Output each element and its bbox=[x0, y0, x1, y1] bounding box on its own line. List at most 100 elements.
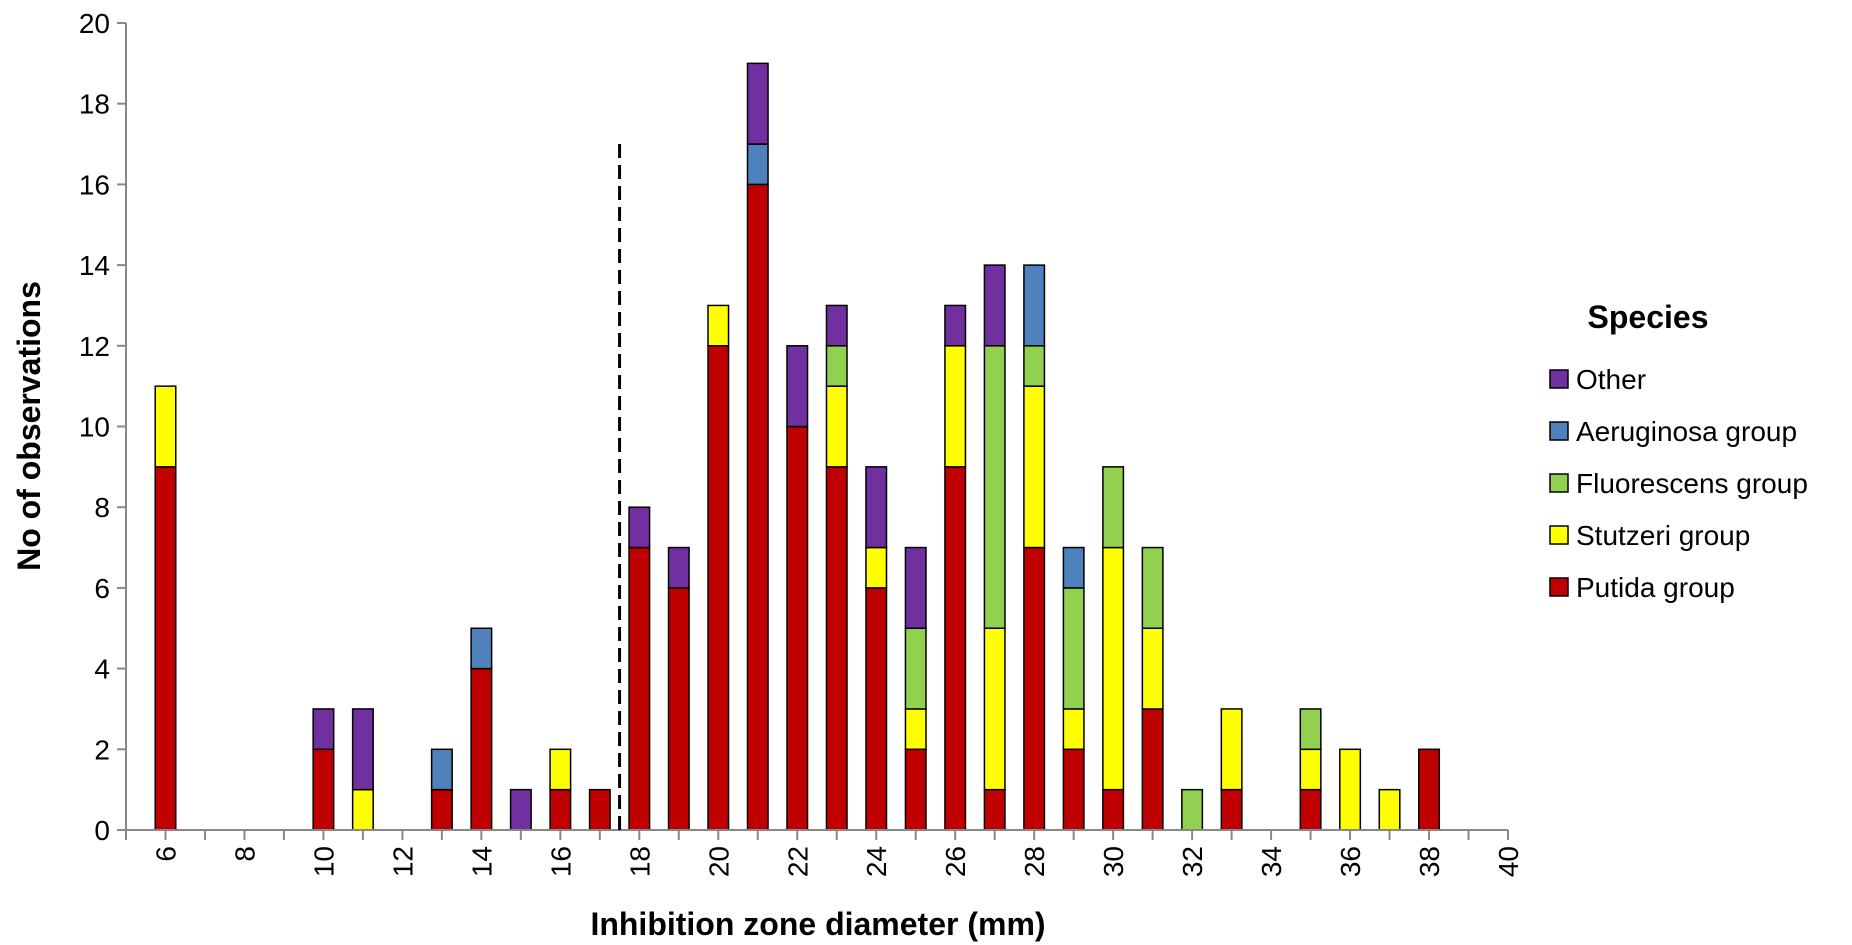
bar-segment-other-x24 bbox=[865, 466, 888, 549]
bar-segment-putida-group-x13 bbox=[430, 788, 453, 831]
bar-segment-stutzeri-group-x33 bbox=[1220, 708, 1243, 791]
bar-segment-putida-group-x18 bbox=[628, 546, 651, 831]
bar-segment-stutzeri-group-x11 bbox=[351, 788, 374, 831]
x-tick-label: 16 bbox=[545, 846, 576, 877]
bar-segment-putida-group-x33 bbox=[1220, 788, 1243, 831]
bar-segment-fluorescens-group-x23 bbox=[825, 345, 848, 387]
legend-swatch-stutzeri-group bbox=[1549, 525, 1569, 545]
bar-segment-aeruginosa-group-x29 bbox=[1062, 546, 1085, 589]
y-tick-label: 2 bbox=[94, 734, 110, 765]
x-tick-label: 40 bbox=[1493, 846, 1524, 877]
y-tick-label: 8 bbox=[94, 492, 110, 523]
bar-segment-stutzeri-group-x26 bbox=[944, 345, 967, 468]
x-axis-title: Inhibition zone diameter (mm) bbox=[590, 906, 1045, 942]
y-tick-label: 6 bbox=[94, 573, 110, 604]
bar-segment-other-x22 bbox=[786, 345, 809, 428]
bar-segment-stutzeri-group-x24 bbox=[865, 546, 888, 589]
bar-segment-other-x23 bbox=[825, 304, 848, 347]
legend-label-other: Other bbox=[1576, 364, 1646, 395]
bar-segment-fluorescens-group-x32 bbox=[1181, 788, 1204, 831]
legend-label-aeruginosa-group: Aeruginosa group bbox=[1576, 416, 1797, 447]
legend-label-stutzeri-group: Stutzeri group bbox=[1576, 520, 1750, 551]
legend-label-putida-group: Putida group bbox=[1576, 572, 1735, 603]
bar-segment-fluorescens-group-x27 bbox=[983, 345, 1006, 629]
bar-segment-other-x25 bbox=[904, 546, 927, 629]
y-tick-label: 0 bbox=[94, 815, 110, 846]
x-tick-label: 28 bbox=[1019, 846, 1050, 877]
bar-segment-putida-group-x21 bbox=[746, 183, 769, 831]
bar-segment-putida-group-x20 bbox=[707, 345, 730, 831]
bar-segment-other-x10 bbox=[312, 708, 335, 751]
legend-swatch-aeruginosa-group bbox=[1549, 421, 1569, 441]
x-tick-label: 12 bbox=[387, 846, 418, 877]
bar-segment-stutzeri-group-x20 bbox=[707, 304, 730, 347]
bar-segment-stutzeri-group-x36 bbox=[1339, 748, 1362, 831]
bar-segment-stutzeri-group-x28 bbox=[1023, 385, 1046, 549]
bar-segment-putida-group-x29 bbox=[1062, 748, 1085, 831]
y-tick-label: 4 bbox=[94, 654, 110, 685]
x-tick-label: 36 bbox=[1335, 846, 1366, 877]
bar-segment-putida-group-x35 bbox=[1299, 788, 1322, 831]
bar-segment-putida-group-x28 bbox=[1023, 546, 1046, 831]
x-tick-label: 22 bbox=[782, 846, 813, 877]
bar-segment-putida-group-x14 bbox=[470, 667, 493, 831]
legend-title: Species bbox=[1588, 299, 1709, 335]
bar-segment-putida-group-x27 bbox=[983, 788, 1006, 831]
bar-segment-other-x15 bbox=[509, 788, 532, 831]
bar-segment-stutzeri-group-x25 bbox=[904, 708, 927, 751]
bar-segment-fluorescens-group-x28 bbox=[1023, 345, 1046, 387]
bar-segment-aeruginosa-group-x14 bbox=[470, 627, 493, 670]
bar-segment-fluorescens-group-x29 bbox=[1062, 587, 1085, 710]
x-tick-label: 26 bbox=[940, 846, 971, 877]
x-tick-label: 24 bbox=[861, 846, 892, 877]
bar-segment-stutzeri-group-x35 bbox=[1299, 748, 1322, 791]
x-tick-label: 20 bbox=[703, 846, 734, 877]
bar-segment-putida-group-x19 bbox=[667, 587, 690, 831]
x-tick-label: 30 bbox=[1098, 846, 1129, 877]
bar-segment-stutzeri-group-x29 bbox=[1062, 708, 1085, 751]
bar-segment-stutzeri-group-x31 bbox=[1141, 627, 1164, 710]
y-tick-label: 16 bbox=[79, 169, 110, 200]
x-tick-label: 10 bbox=[308, 846, 339, 877]
bar-segment-other-x21 bbox=[746, 62, 769, 145]
bar-segment-stutzeri-group-x27 bbox=[983, 627, 1006, 791]
legend-swatch-fluorescens-group bbox=[1549, 473, 1569, 493]
bar-segment-putida-group-x16 bbox=[549, 788, 572, 831]
y-axis-title: No of observations bbox=[11, 281, 47, 571]
bar-segment-putida-group-x23 bbox=[825, 466, 848, 831]
bar-segment-stutzeri-group-x6 bbox=[154, 385, 177, 468]
bar-segment-other-x18 bbox=[628, 506, 651, 549]
bar-segment-putida-group-x31 bbox=[1141, 708, 1164, 831]
bar-segment-stutzeri-group-x37 bbox=[1378, 788, 1401, 831]
legend-swatch-other bbox=[1549, 369, 1569, 389]
x-tick-label: 14 bbox=[466, 846, 497, 877]
bar-segment-stutzeri-group-x23 bbox=[825, 385, 848, 468]
bar-segment-fluorescens-group-x35 bbox=[1299, 708, 1322, 751]
y-tick-label: 20 bbox=[79, 8, 110, 39]
bar-segment-aeruginosa-group-x13 bbox=[430, 748, 453, 791]
bar-segment-other-x26 bbox=[944, 304, 967, 347]
bar-segment-putida-group-x6 bbox=[154, 466, 177, 831]
bar-segment-putida-group-x10 bbox=[312, 748, 335, 831]
y-tick-label: 14 bbox=[79, 250, 110, 281]
x-tick-label: 8 bbox=[229, 846, 260, 862]
bar-segment-stutzeri-group-x30 bbox=[1102, 546, 1125, 791]
legend-swatch-putida-group bbox=[1549, 577, 1569, 597]
bar-segment-fluorescens-group-x25 bbox=[904, 627, 927, 710]
legend-label-fluorescens-group: Fluorescens group bbox=[1576, 468, 1808, 499]
bar-segment-putida-group-x25 bbox=[904, 748, 927, 831]
legend: Species Other Aeruginosa group Fluorescens… bbox=[1549, 299, 1808, 603]
x-tick-label: 38 bbox=[1414, 846, 1445, 877]
bar-segment-other-x11 bbox=[351, 708, 374, 791]
bar-segment-aeruginosa-group-x21 bbox=[746, 143, 769, 186]
bar-segment-fluorescens-group-x31 bbox=[1141, 546, 1164, 629]
bar-segment-stutzeri-group-x16 bbox=[549, 748, 572, 791]
x-tick-label: 18 bbox=[624, 846, 655, 877]
x-tick-label: 34 bbox=[1256, 846, 1287, 877]
bar-segment-other-x19 bbox=[667, 546, 690, 589]
y-tick-label: 12 bbox=[79, 331, 110, 362]
bar-segment-fluorescens-group-x30 bbox=[1102, 466, 1125, 549]
bars-layer bbox=[154, 62, 1441, 831]
